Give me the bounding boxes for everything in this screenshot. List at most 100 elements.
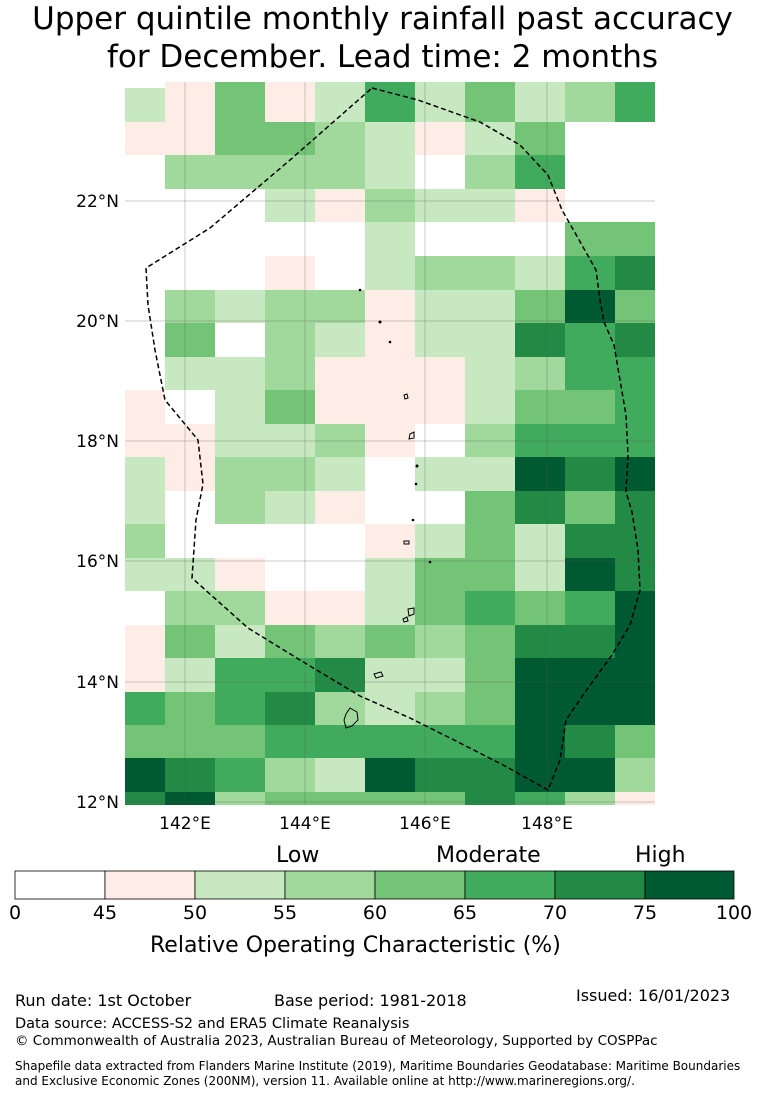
grid-cell — [125, 625, 165, 658]
grid-cell — [315, 122, 365, 155]
grid-cell — [615, 222, 655, 256]
colorbar-title: Relative Operating Characteristic (%) — [150, 933, 561, 958]
grid-cell — [315, 491, 365, 524]
grid-cell — [615, 491, 655, 524]
grid-cell — [365, 357, 415, 390]
grid-cell — [615, 725, 655, 758]
island-dot-2 — [378, 320, 382, 324]
grid-cell — [265, 491, 315, 524]
grid-cell — [565, 725, 615, 758]
longitude-labels: 142°E 144°E 146°E 148°E — [159, 814, 573, 834]
grid-cell — [315, 222, 365, 256]
grid-cell — [165, 189, 215, 222]
grid-cell — [265, 424, 315, 457]
grid-cell — [615, 390, 655, 424]
grid-cell — [415, 524, 465, 558]
grid-cell — [315, 357, 365, 390]
island-tinian — [402, 616, 409, 623]
grid-cell — [465, 558, 515, 591]
longitude-label: 142°E — [159, 814, 211, 834]
grid-cell — [215, 792, 265, 805]
grid-cell — [215, 390, 265, 424]
grid-cell — [465, 357, 515, 390]
colorbar-bin — [284, 870, 376, 900]
grid-cell — [215, 491, 265, 524]
grid-cell — [565, 424, 615, 457]
grid-cell — [215, 725, 265, 758]
grid-cell — [215, 424, 265, 457]
grid-cell — [415, 625, 465, 658]
grid-cell — [615, 357, 655, 390]
grid-cell — [515, 256, 565, 290]
grid-cell — [315, 591, 365, 625]
grid-cell — [365, 88, 415, 122]
grid-cell — [515, 792, 565, 805]
grid-cell — [465, 457, 515, 491]
grid-cell — [365, 323, 415, 357]
grid-cell — [165, 390, 215, 424]
grid-cell — [165, 491, 215, 524]
grid-cell — [365, 82, 415, 88]
grid-cell — [315, 457, 365, 491]
grid-cell — [515, 725, 565, 758]
grid-cell — [465, 792, 515, 805]
grid-cell — [515, 625, 565, 658]
grid-cell — [615, 323, 655, 357]
base-period: Base period: 1981-2018 — [274, 991, 467, 1010]
map-title: Upper quintile monthly rainfall past acc… — [0, 0, 765, 76]
grid-cell — [565, 524, 615, 558]
grid-cell — [125, 189, 165, 222]
grid-cell — [165, 122, 215, 155]
grid-cell — [165, 256, 215, 290]
grid-cell — [365, 222, 415, 256]
grid-cell — [125, 390, 165, 424]
grid-cell — [265, 725, 315, 758]
grid-cell — [125, 290, 165, 323]
grid-cell — [215, 758, 265, 792]
grid-cell — [265, 457, 315, 491]
grid-cell — [265, 189, 315, 222]
grid-cell — [215, 290, 265, 323]
grid-cell — [125, 524, 165, 558]
grid-cell — [565, 88, 615, 122]
grid-cell — [315, 524, 365, 558]
grid-cell — [515, 122, 565, 155]
grid-cell — [565, 658, 615, 692]
grid-cell — [465, 88, 515, 122]
grid-cell — [215, 155, 265, 189]
grid-cell — [565, 357, 615, 390]
grid-cell — [515, 357, 565, 390]
grid-cell — [215, 692, 265, 725]
grid-cell — [365, 591, 415, 625]
grid-cell — [615, 692, 655, 725]
grid-cell — [515, 390, 565, 424]
grid-cell — [315, 189, 365, 222]
grid-cell — [615, 424, 655, 457]
grid-cell — [365, 122, 415, 155]
grid-cell — [465, 222, 515, 256]
latitude-label: 14°N — [76, 673, 119, 693]
grid-cell — [215, 222, 265, 256]
island-dot-3 — [388, 340, 392, 344]
grid-cell — [315, 558, 365, 591]
grid-cell — [615, 155, 655, 189]
colorbar-bin — [14, 870, 106, 900]
grid-cell — [365, 390, 415, 424]
grid-cell — [465, 758, 515, 792]
grid-cell — [265, 82, 315, 88]
grid-cell — [125, 256, 165, 290]
colorbar-tick-60: 60 — [362, 902, 388, 924]
grid-cell — [265, 792, 315, 805]
grid-cell — [565, 155, 615, 189]
grid-cell — [565, 457, 615, 491]
grid-cell — [615, 792, 655, 805]
grid-cell — [415, 658, 465, 692]
island-pagan — [408, 431, 415, 440]
grid-cell — [565, 591, 615, 625]
grid-cell — [615, 122, 655, 155]
island-outlines — [343, 288, 432, 729]
grid-cell — [165, 658, 215, 692]
grid-cell — [315, 155, 365, 189]
grid-cell — [315, 758, 365, 792]
grid-cell — [615, 256, 655, 290]
